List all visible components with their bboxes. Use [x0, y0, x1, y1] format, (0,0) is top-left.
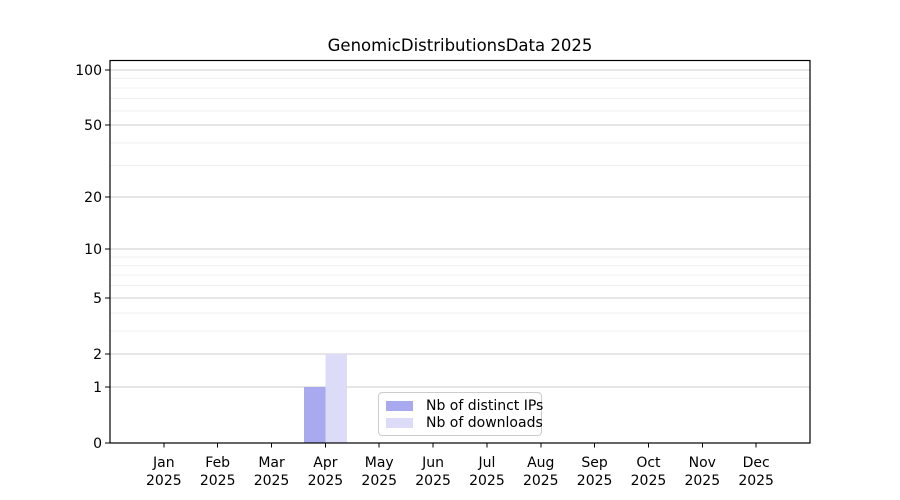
x-tick-label-month-feb: Feb: [205, 455, 230, 471]
y-tick-label-1: 1: [93, 380, 102, 396]
x-tick-label-year-jul: 2025: [469, 473, 505, 489]
x-tick-label-month-sep: Sep: [581, 455, 608, 471]
legend-swatch-downloads-icon: [386, 417, 413, 428]
x-tick-label-year-sep: 2025: [577, 473, 613, 489]
legend-item-distinct-ips: Nb of distinct IPs: [386, 398, 543, 414]
bar-nb-of-downloads-apr: [325, 354, 347, 443]
y-gridlines-major: [110, 69, 810, 388]
y-tick-label-2: 2: [93, 347, 102, 363]
x-tick-label-year-aug: 2025: [523, 473, 559, 489]
x-tick-label-month-jul: Jul: [477, 455, 495, 471]
x-tick-label-month-oct: Oct: [636, 455, 661, 471]
legend-item-downloads: Nb of downloads: [386, 415, 543, 431]
legend: Nb of distinct IPs Nb of downloads: [378, 392, 543, 436]
y-tick-label-100: 100: [75, 63, 102, 79]
x-tick-label-year-apr: 2025: [308, 473, 344, 489]
x-tick-label-month-apr: Apr: [313, 455, 337, 471]
y-tick-label-0: 0: [93, 436, 102, 452]
x-tick-label-year-jun: 2025: [415, 473, 451, 489]
x-tick-label-month-jun: Jun: [421, 455, 444, 471]
bars: [303, 354, 347, 443]
y-gridlines-minor: [110, 77, 810, 332]
y-tick-label-5: 5: [93, 291, 102, 307]
bar-nb-of-distinct-ips-apr: [303, 386, 326, 443]
x-tick-label-month-nov: Nov: [689, 455, 716, 471]
x-tick-label-year-dec: 2025: [738, 473, 774, 489]
x-tick-label-year-oct: 2025: [631, 473, 667, 489]
legend-label-distinct-ips: Nb of distinct IPs: [426, 397, 544, 414]
chart-title: GenomicDistributionsData 2025: [327, 36, 593, 55]
x-tick-label-month-jan: Jan: [152, 455, 175, 471]
y-tick-label-50: 50: [84, 118, 102, 134]
y-tick-label-20: 20: [84, 190, 102, 206]
axis-ticks: [105, 69, 757, 448]
x-tick-label-month-may: May: [365, 455, 394, 471]
legend-swatch-distinct-ips-icon: [386, 400, 413, 411]
x-tick-label-year-may: 2025: [361, 473, 397, 489]
plot-border: [109, 59, 811, 444]
x-tick-label-year-nov: 2025: [684, 473, 720, 489]
legend-label-downloads: Nb of downloads: [426, 414, 543, 431]
x-tick-label-year-jan: 2025: [146, 473, 182, 489]
x-tick-label-month-mar: Mar: [258, 455, 285, 471]
x-tick-labels: Jan 2025 Feb 2025 Mar 2025 Apr 2025 May 2025 Jun 20…: [146, 455, 774, 489]
y-tick-label-10: 10: [84, 242, 102, 258]
x-tick-label-year-feb: 2025: [200, 473, 236, 489]
x-tick-label-month-dec: Dec: [743, 455, 770, 471]
x-tick-label-year-mar: 2025: [254, 473, 290, 489]
x-tick-label-month-aug: Aug: [527, 455, 554, 471]
